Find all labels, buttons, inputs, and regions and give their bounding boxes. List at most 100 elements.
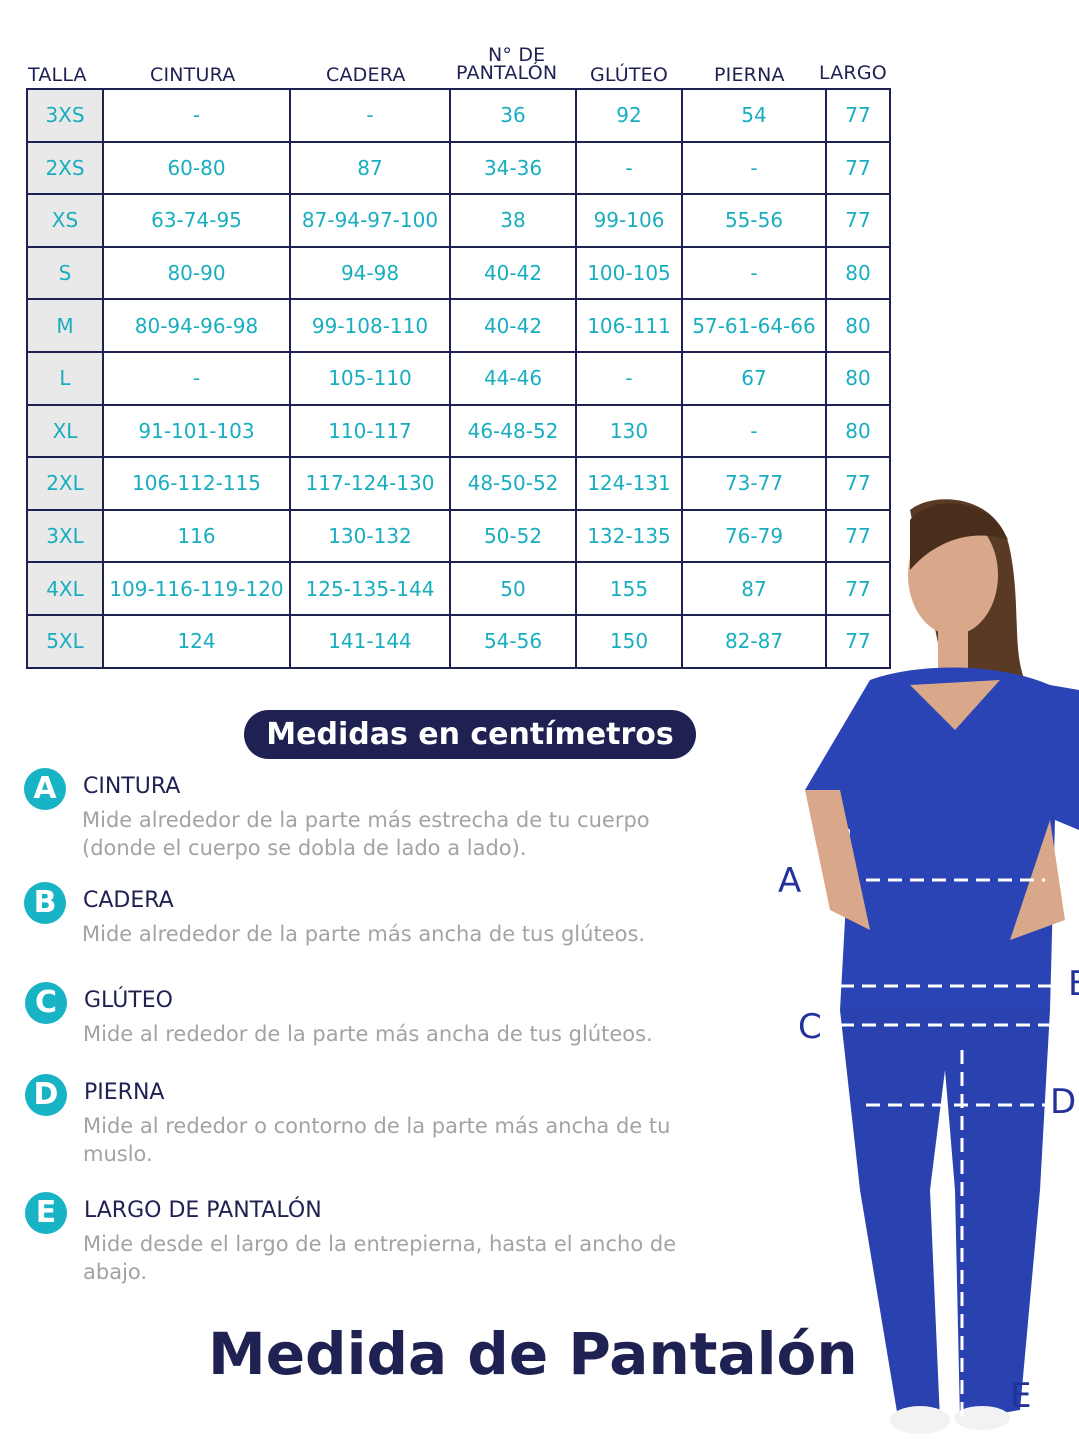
measure-cell: 110-117 (289, 403, 451, 459)
letter-badge-icon: C (25, 982, 67, 1024)
measure-cell: 73-77 (681, 456, 827, 511)
measure-cell: 106-112-115 (102, 456, 291, 511)
measure-cell: - (289, 88, 451, 143)
letter-badge-icon: E (25, 1192, 67, 1234)
measure-cell: 99-106 (575, 193, 683, 248)
measure-cell: 57-61-64-66 (681, 298, 827, 353)
measure-cell: 55-56 (681, 193, 827, 248)
measure-cell: 141-144 (289, 613, 451, 669)
footer-title: Medida de Pantalón (208, 1320, 858, 1388)
size-cell: 2XL (26, 456, 104, 511)
measure-cell: 132-135 (575, 508, 683, 564)
size-cell: XS (26, 193, 104, 248)
header-gluteo: GLÚTEO (590, 64, 669, 86)
measure-cell: 80-90 (102, 245, 291, 301)
measure-cell: - (681, 245, 827, 301)
legend-description: Mide alrededor de la parte más estrecha … (82, 808, 650, 860)
measure-cell: 44-46 (449, 350, 577, 406)
measure-cell: 92 (575, 88, 683, 143)
measure-cell: - (575, 350, 683, 406)
measure-cell: 48-50-52 (449, 456, 577, 511)
measure-cell: 87 (289, 140, 451, 196)
measure-cell: 77 (825, 88, 891, 143)
label-e: E (1010, 1376, 1031, 1416)
measure-cell: 117-124-130 (289, 456, 451, 511)
measure-cell: 67 (681, 350, 827, 406)
size-cell: 4XL (26, 561, 104, 616)
model-illustration (805, 499, 1079, 1434)
table-row: L -105-110 44-46-67 80 (26, 350, 891, 406)
measure-cell: 80 (825, 245, 891, 301)
measure-cell: 77 (825, 561, 891, 616)
size-cell: 5XL (26, 613, 104, 669)
size-cell: XL (26, 403, 104, 459)
measure-cell: 82-87 (681, 613, 827, 669)
legend-description: Mide al rededor de la parte más ancha de… (83, 1022, 653, 1046)
measure-cell: 40-42 (449, 298, 577, 353)
header-largo: LARGO (819, 62, 887, 84)
measure-cell: - (102, 88, 291, 143)
measure-cell: 105-110 (289, 350, 451, 406)
letter-badge-icon: A (24, 768, 66, 810)
table-row: XS 63-74-95 87-94-97-100 38 99-106 55-56 77 (26, 193, 891, 248)
legend-description: Mide al rededor o contorno de la parte m… (83, 1114, 671, 1166)
measure-cell: 109-116-119-120 (102, 561, 291, 616)
size-cell: S (26, 245, 104, 301)
label-d: D (1050, 1082, 1076, 1122)
size-cell: M (26, 298, 104, 353)
header-cadera: CADERA (326, 64, 406, 86)
model-figure: A B C D E (778, 499, 1079, 1434)
measure-cell: 50-52 (449, 508, 577, 564)
measure-cell: 77 (825, 508, 891, 564)
measure-cell: 46-48-52 (449, 403, 577, 459)
measure-cell: 77 (825, 613, 891, 669)
measure-cell: 124 (102, 613, 291, 669)
measure-cell: 36 (449, 88, 577, 143)
units-banner: Medidas en centímetros (244, 710, 696, 759)
table-row: XL 91-101-103 110-117 46-48-52 130-80 (26, 403, 891, 459)
measure-cell: 40-42 (449, 245, 577, 301)
legend-title: LARGO DE PANTALÓN (84, 1198, 322, 1223)
header-pierna: PIERNA (714, 64, 785, 86)
measure-cell: 63-74-95 (102, 193, 291, 248)
measure-cell: 77 (825, 193, 891, 248)
header-pantalon: PANTALÓN (456, 62, 558, 84)
measure-cell: 38 (449, 193, 577, 248)
measure-cell: 80 (825, 350, 891, 406)
table-row: 3XL 116 130-132 50-52 132-135 76-79 77 (26, 508, 891, 564)
letter-badge-icon: B (24, 882, 66, 924)
measure-cell: 87 (681, 561, 827, 616)
measure-cell: 150 (575, 613, 683, 669)
table-row: 2XS 60-80 87 34-36- -77 (26, 140, 891, 196)
size-cell: 3XS (26, 88, 104, 143)
measure-cell: 80 (825, 298, 891, 353)
measure-cell: 77 (825, 456, 891, 511)
measure-cell: - (102, 350, 291, 406)
legend-title: GLÚTEO (84, 988, 173, 1013)
measure-cell: 50 (449, 561, 577, 616)
measure-cell: 94-98 (289, 245, 451, 301)
measure-cell: 80-94-96-98 (102, 298, 291, 353)
measure-cell: - (681, 403, 827, 459)
header-talla: TALLA (28, 64, 87, 86)
legend-description: Mide desde el largo de la entrepierna, h… (83, 1232, 677, 1284)
measure-cell: 60-80 (102, 140, 291, 196)
measure-cell: 54 (681, 88, 827, 143)
header-n-de: N° DE (488, 44, 546, 66)
table-row: M 80-94-96-98 99-108-110 40-42 106-111 57-61-… (26, 298, 891, 353)
measure-cell: - (681, 140, 827, 196)
label-b: B (1068, 964, 1079, 1004)
measure-cell: 130-132 (289, 508, 451, 564)
size-cell: 2XS (26, 140, 104, 196)
table-row: S 80-90 94-98 40-42 100-105-80 (26, 245, 891, 301)
size-table: 3XS - -36 92 54 77 2XS 60-80 87 34-36- -77 XS 63-74-… (26, 88, 891, 669)
legend-title: CINTURA (83, 774, 181, 799)
measure-cell: 34-36 (449, 140, 577, 196)
legend-description: Mide alrededor de la parte más ancha de … (82, 922, 646, 946)
measure-cell: 130 (575, 403, 683, 459)
legend-title: PIERNA (84, 1080, 165, 1105)
measure-cell: 155 (575, 561, 683, 616)
measure-cell: 100-105 (575, 245, 683, 301)
label-c: C (798, 1007, 822, 1047)
measure-cell: 106-111 (575, 298, 683, 353)
